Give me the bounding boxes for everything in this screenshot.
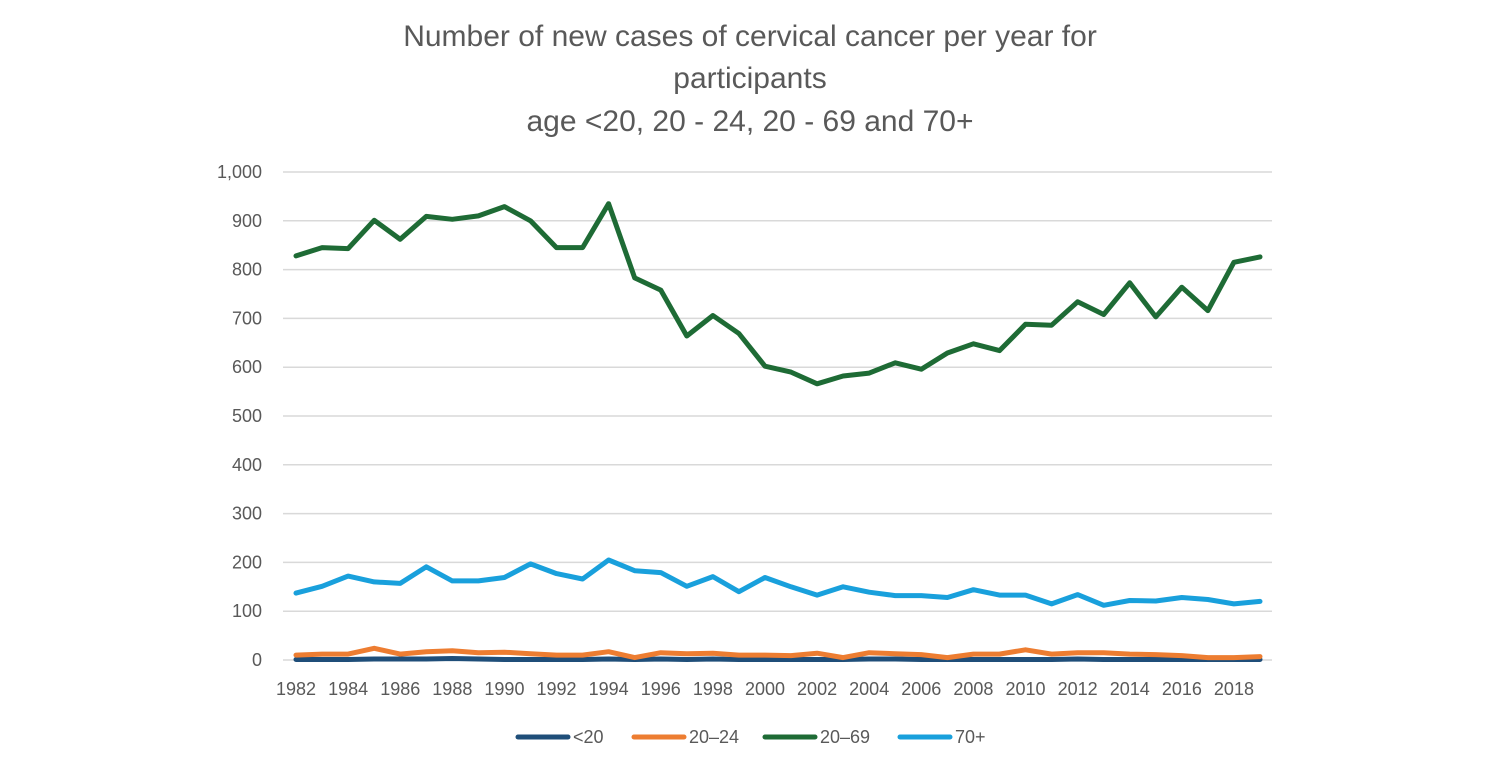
x-tick-label: 2014 [1110,679,1150,699]
series-line-1 [293,645,1263,661]
x-tick-label: 2002 [797,679,837,699]
y-tick-label: 300 [232,504,262,524]
series-line-3 [293,557,1263,608]
y-tick-label: 700 [232,308,262,328]
chart-title-line-3: age <20, 20 - 24, 20 - 69 and 70+ [526,105,973,138]
chart-title-line-2: participants [673,62,826,95]
x-tick-label: 2006 [901,679,941,699]
x-tick-label: 1984 [328,679,368,699]
y-tick-label: 100 [232,601,262,621]
x-tick-label: 2012 [1058,679,1098,699]
y-tick-label: 500 [232,406,262,426]
y-tick-label: 600 [232,357,262,377]
x-tick-label: 1994 [589,679,629,699]
x-tick-label: 1986 [380,679,420,699]
x-axis: 1982 1984 1986 1988 1990 1992 1994 1996 1998 2000… [276,679,1254,699]
x-tick-label: 2000 [745,679,785,699]
x-tick-label: 2016 [1162,679,1202,699]
y-tick-label: 0 [252,650,262,670]
x-tick-label: 1996 [641,679,681,699]
series-line-0 [293,656,1263,662]
y-tick-label: 400 [232,455,262,475]
x-tick-label: 2010 [1005,679,1045,699]
y-tick-label: 1,000 [217,162,262,182]
chart-title-line-1: Number of new cases of cervical cancer p… [403,20,1097,53]
plot-area [293,201,1263,662]
x-tick-label: 2004 [849,679,889,699]
y-tick-label: 200 [232,552,262,572]
x-tick-label: 1988 [432,679,472,699]
series-line-2 [293,201,1263,387]
gridlines [283,171,1272,661]
legend-label-0: <20 [573,727,604,747]
y-tick-label: 800 [232,260,262,280]
legend: <20 20–24 20–69 70+ [515,727,986,747]
x-tick-label: 2018 [1214,679,1254,699]
chart-title: Number of new cases of cervical cancer p… [403,20,1097,138]
x-tick-label: 1990 [484,679,524,699]
y-tick-label: 900 [232,211,262,231]
legend-label-3: 70+ [955,727,986,747]
legend-label-1: 20–24 [689,727,739,747]
y-axis: 0 100 200 300 400 500 600 700 800 900 1,000 [217,162,262,670]
x-tick-label: 1982 [276,679,316,699]
legend-label-2: 20–69 [820,727,870,747]
x-tick-label: 1998 [693,679,733,699]
x-tick-label: 2008 [953,679,993,699]
x-tick-label: 1992 [537,679,577,699]
